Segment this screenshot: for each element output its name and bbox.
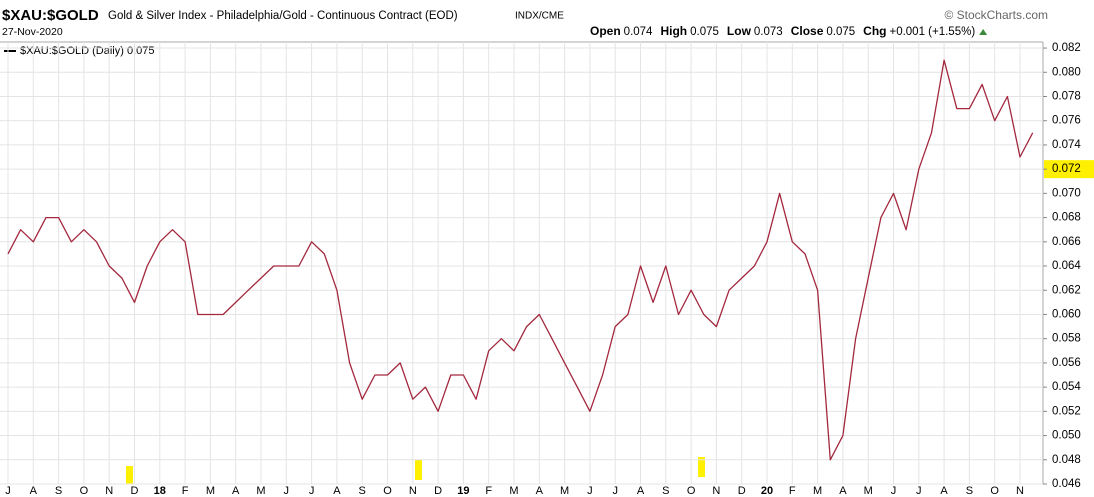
quote-label: Open — [590, 24, 621, 38]
x-tick-label: S — [55, 485, 62, 497]
y-tick-label: 0.074 — [1052, 139, 1081, 151]
event-marker — [126, 466, 133, 484]
x-tick-label: M — [813, 485, 822, 497]
y-tick-label: 0.050 — [1052, 430, 1081, 442]
x-tick-label: 20 — [761, 485, 773, 497]
x-tick-label: J — [284, 485, 290, 497]
x-tick-label: F — [485, 485, 492, 497]
quote-value: 0.073 — [754, 26, 783, 38]
x-tick-label: 19 — [457, 485, 469, 497]
x-tick-label: D — [131, 485, 139, 497]
x-tick-label: S — [662, 485, 669, 497]
x-tick-label: A — [333, 485, 341, 497]
y-tick-label: 0.064 — [1052, 260, 1081, 272]
quote-label: Close — [791, 24, 824, 38]
x-tick-label: M — [256, 485, 265, 497]
quote-value: 0.075 — [826, 26, 855, 38]
x-tick-label: O — [687, 485, 696, 497]
y-tick-label: 0.056 — [1052, 357, 1081, 369]
y-tick-label: 0.052 — [1052, 405, 1081, 417]
x-tick-label: A — [637, 485, 645, 497]
quote-value: 0.075 — [690, 26, 719, 38]
chart-title: $XAU:$GOLD — [2, 7, 99, 24]
y-tick-label: 0.078 — [1052, 91, 1081, 103]
x-tick-label: J — [891, 485, 897, 497]
y-tick-label: 0.080 — [1052, 66, 1081, 78]
x-tick-label: M — [206, 485, 215, 497]
x-tick-label: O — [80, 485, 89, 497]
x-tick-label: A — [536, 485, 544, 497]
x-tick-label: J — [309, 485, 315, 497]
y-tick-label: 0.062 — [1052, 284, 1081, 296]
y-tick-label: 0.068 — [1052, 212, 1081, 224]
x-tick-label: O — [383, 485, 392, 497]
x-tick-label: D — [434, 485, 442, 497]
y-tick-label: 0.058 — [1052, 333, 1081, 345]
quote: Open 0.074 High 0.075 Low 0.073 Close 0.075 Chg +… — [590, 24, 988, 38]
y-tick-label: 0.082 — [1052, 42, 1081, 54]
quote-label: Low — [727, 24, 752, 38]
price-highlight — [1044, 160, 1094, 179]
event-marker — [698, 457, 705, 477]
event-marker — [415, 460, 422, 480]
x-tick-label: 18 — [154, 485, 166, 497]
x-tick-label: J — [612, 485, 618, 497]
x-tick-label: N — [409, 485, 417, 497]
x-tick-label: O — [990, 485, 999, 497]
x-tick-label: A — [839, 485, 847, 497]
x-tick-label: S — [359, 485, 366, 497]
quote-label: Chg — [863, 24, 886, 38]
y-tick-label: 0.070 — [1052, 187, 1081, 199]
x-tick-label: A — [940, 485, 948, 497]
x-tick-label: A — [232, 485, 240, 497]
price-line — [7, 59, 1034, 461]
x-tick-label: J — [5, 485, 11, 497]
x-tick-label: A — [30, 485, 38, 497]
x-tick-label: J — [916, 485, 922, 497]
quote-value: +0.001 (+1.55%) — [889, 26, 975, 38]
y-tick-label: 0.048 — [1052, 454, 1081, 466]
y-tick-label: 0.046 — [1052, 478, 1081, 490]
x-tick-label: M — [864, 485, 873, 497]
quote-label: High — [660, 24, 687, 38]
x-tick-label: F — [182, 485, 189, 497]
y-tick-label: 0.066 — [1052, 236, 1081, 248]
x-tick-label: F — [789, 485, 796, 497]
x-tick-label: M — [509, 485, 518, 497]
source: © StockCharts.com — [944, 8, 1048, 22]
x-tick-label: M — [560, 485, 569, 497]
quote-value: 0.074 — [624, 26, 653, 38]
exchange: INDX/CME — [515, 11, 564, 22]
x-tick-label: N — [1016, 485, 1024, 497]
up-arrow — [979, 29, 988, 35]
y-tick-label: 0.054 — [1052, 381, 1081, 393]
y-tick-label: 0.060 — [1052, 308, 1081, 320]
chart-subtitle: Gold & Silver Index - Philadelphia/Gold … — [108, 10, 458, 22]
x-tick-label: S — [966, 485, 973, 497]
x-tick-label: N — [105, 485, 113, 497]
date: 27-Nov-2020 — [2, 26, 63, 38]
x-tick-label: J — [587, 485, 593, 497]
x-tick-label: N — [712, 485, 720, 497]
y-tick-label: 0.072 — [1052, 163, 1081, 175]
y-tick-label: 0.076 — [1052, 115, 1081, 127]
x-tick-label: D — [738, 485, 746, 497]
